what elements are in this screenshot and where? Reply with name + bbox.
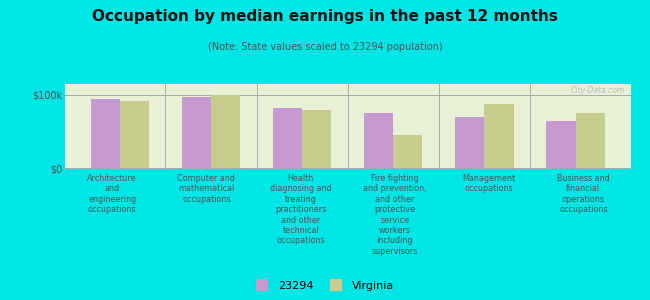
Text: Fire fighting
and prevention,
and other
protective
service
workers
including
sup: Fire fighting and prevention, and other … xyxy=(363,174,426,256)
Text: Occupation by median earnings in the past 12 months: Occupation by median earnings in the pas… xyxy=(92,9,558,24)
Bar xyxy=(484,104,514,168)
Text: (Note: State values scaled to 23294 population): (Note: State values scaled to 23294 popu… xyxy=(208,42,442,52)
Bar xyxy=(211,95,240,168)
Text: Business and
financial
operations
occupations: Business and financial operations occupa… xyxy=(557,174,610,214)
Bar xyxy=(302,110,332,168)
Bar xyxy=(91,99,120,168)
Bar xyxy=(182,97,211,168)
Text: Health
diagnosing and
treating
practitioners
and other
technical
occupations: Health diagnosing and treating practitio… xyxy=(270,174,332,245)
Bar xyxy=(364,113,393,168)
Bar xyxy=(120,101,149,168)
Text: Management
occupations: Management occupations xyxy=(463,174,515,194)
Legend: 23294, Virginia: 23294, Virginia xyxy=(252,277,398,294)
Text: Computer and
mathematical
occupations: Computer and mathematical occupations xyxy=(177,174,235,204)
Bar xyxy=(273,108,302,168)
Text: Architecture
and
engineering
occupations: Architecture and engineering occupations xyxy=(87,174,137,214)
Bar xyxy=(547,121,576,168)
Text: City-Data.com: City-Data.com xyxy=(571,86,625,95)
Bar xyxy=(393,135,422,168)
Bar xyxy=(576,113,604,168)
Bar xyxy=(455,117,484,168)
